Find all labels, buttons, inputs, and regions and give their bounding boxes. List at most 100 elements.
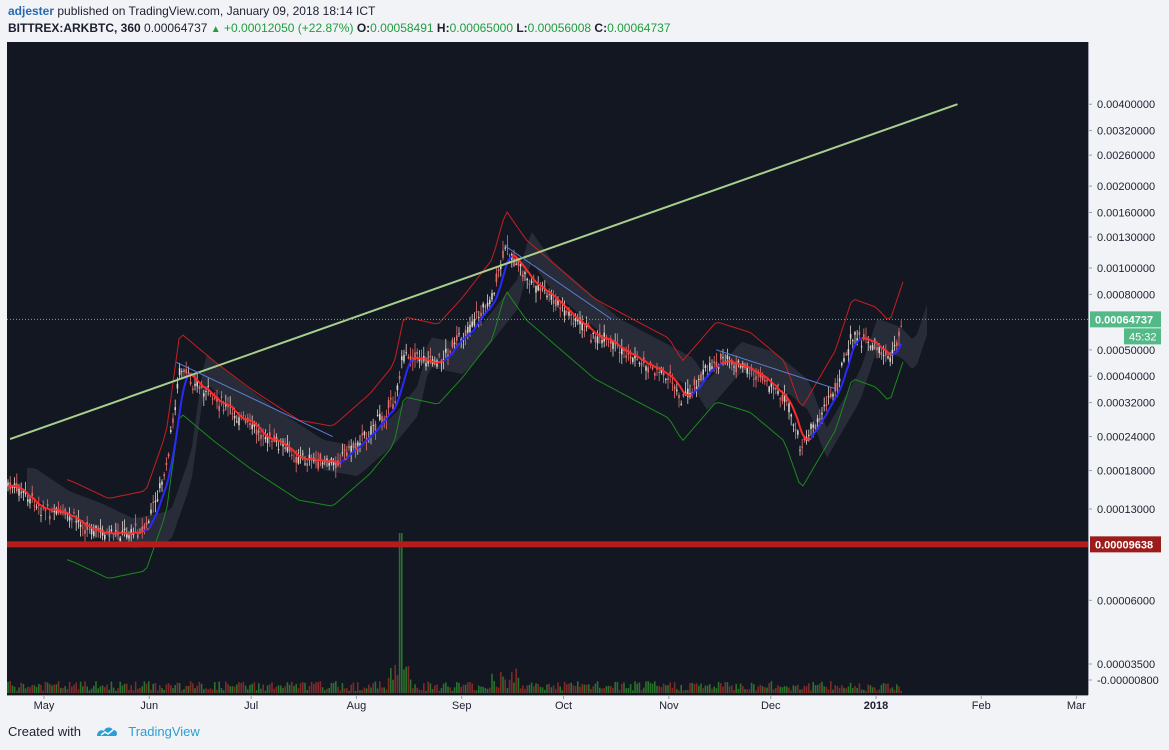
volume-bar bbox=[24, 688, 27, 693]
ma-segment bbox=[823, 414, 828, 419]
ma-segment bbox=[453, 346, 458, 351]
candle-body bbox=[128, 535, 130, 539]
ma-segment bbox=[436, 361, 440, 364]
volume-bar bbox=[473, 689, 476, 693]
candle-body bbox=[882, 355, 885, 357]
volume-bar bbox=[612, 687, 614, 693]
down-trendline-2 bbox=[505, 246, 612, 320]
volume-bar bbox=[724, 681, 726, 693]
candle-body bbox=[332, 460, 335, 466]
volume-bar bbox=[40, 684, 42, 693]
candle-body bbox=[44, 510, 47, 512]
price-axis[interactable] bbox=[1088, 42, 1169, 695]
ma-segment bbox=[238, 413, 242, 418]
ma-segment bbox=[526, 270, 531, 275]
tradingview-brand-link[interactable]: TradingView bbox=[128, 724, 200, 739]
ma-segment bbox=[256, 424, 260, 428]
candle-body bbox=[288, 447, 291, 453]
volume-bar bbox=[326, 688, 328, 693]
volume-bar bbox=[517, 677, 520, 693]
candle-body bbox=[671, 382, 674, 384]
candle-body bbox=[176, 383, 179, 389]
ma-segment bbox=[341, 458, 346, 463]
volume-bar bbox=[214, 682, 216, 693]
ma-segment bbox=[559, 300, 564, 304]
volume-bar bbox=[284, 686, 286, 693]
volume-bar bbox=[200, 683, 203, 693]
ma-segment bbox=[733, 361, 737, 365]
volume-bar bbox=[306, 690, 308, 693]
volume-bar bbox=[159, 685, 161, 693]
candle-body bbox=[348, 446, 350, 448]
volume-bar bbox=[695, 683, 698, 693]
ma-segment bbox=[495, 291, 500, 299]
y-tick-label: 0.00080000 bbox=[1097, 289, 1155, 301]
volume-bar bbox=[53, 684, 55, 693]
volume-bar bbox=[11, 685, 14, 693]
ma-segment bbox=[258, 426, 262, 430]
candle-body bbox=[889, 357, 891, 362]
candle-body bbox=[486, 302, 489, 307]
ma-segment bbox=[898, 343, 903, 349]
volume-bar bbox=[18, 687, 20, 693]
volume-bar bbox=[396, 675, 399, 693]
volume-bar bbox=[700, 683, 702, 693]
volume-bar bbox=[238, 681, 240, 693]
candle-body bbox=[95, 525, 97, 528]
volume-bar bbox=[713, 686, 715, 693]
candle-body bbox=[506, 244, 509, 246]
candle-body bbox=[898, 331, 900, 337]
symbol-label: BITTREX:ARKBTC, 360 bbox=[8, 21, 141, 35]
candle-body bbox=[189, 381, 192, 385]
ma-segment bbox=[519, 261, 524, 266]
volume-bar bbox=[882, 682, 885, 693]
ma-segment bbox=[865, 337, 869, 341]
time-axis[interactable] bbox=[7, 695, 1088, 715]
volume-bar bbox=[500, 671, 502, 693]
volume-bar bbox=[898, 686, 900, 693]
candle-body bbox=[231, 412, 234, 415]
volume-bar bbox=[392, 679, 394, 693]
ma-segment bbox=[799, 427, 804, 434]
candle-body bbox=[374, 423, 377, 431]
volume-bar bbox=[746, 689, 748, 693]
candle-body bbox=[414, 352, 416, 360]
candle-body bbox=[698, 378, 700, 380]
candle-body bbox=[592, 332, 594, 334]
ma-segment bbox=[678, 384, 683, 389]
moving-average bbox=[7, 254, 903, 535]
volume-bar bbox=[623, 682, 625, 693]
volume-bar bbox=[493, 681, 495, 693]
ma-segment bbox=[845, 365, 850, 372]
ma-segment bbox=[544, 287, 548, 292]
author-link[interactable]: adjester bbox=[8, 4, 55, 18]
candle-body bbox=[359, 443, 361, 448]
ma-segment bbox=[64, 511, 68, 514]
candle-body bbox=[799, 449, 801, 451]
ma-segment bbox=[77, 518, 82, 522]
volume-bar bbox=[610, 686, 612, 693]
volume-bar bbox=[491, 673, 493, 693]
candle-body bbox=[583, 329, 586, 331]
candle-body bbox=[357, 442, 359, 446]
volume-bar bbox=[693, 683, 696, 693]
volume-bar bbox=[533, 686, 535, 693]
volume-bar bbox=[132, 690, 135, 693]
ma-segment bbox=[366, 438, 370, 442]
volume-bar bbox=[742, 686, 744, 693]
ma-segment bbox=[729, 359, 733, 363]
candle-body bbox=[625, 355, 627, 358]
volume-bar bbox=[733, 689, 735, 693]
tradingview-logo-icon[interactable] bbox=[95, 724, 119, 741]
ma-segment bbox=[82, 521, 86, 525]
volume-bar bbox=[638, 682, 641, 693]
ma-segment bbox=[821, 417, 826, 422]
candle-body bbox=[603, 332, 605, 342]
volume-bar bbox=[227, 684, 229, 693]
ma-segment bbox=[482, 312, 487, 317]
ma-segment bbox=[275, 438, 280, 442]
candle-body bbox=[178, 368, 181, 376]
volume-bar bbox=[341, 683, 344, 693]
candle-body bbox=[218, 405, 220, 411]
chart-area[interactable] bbox=[7, 42, 1088, 695]
